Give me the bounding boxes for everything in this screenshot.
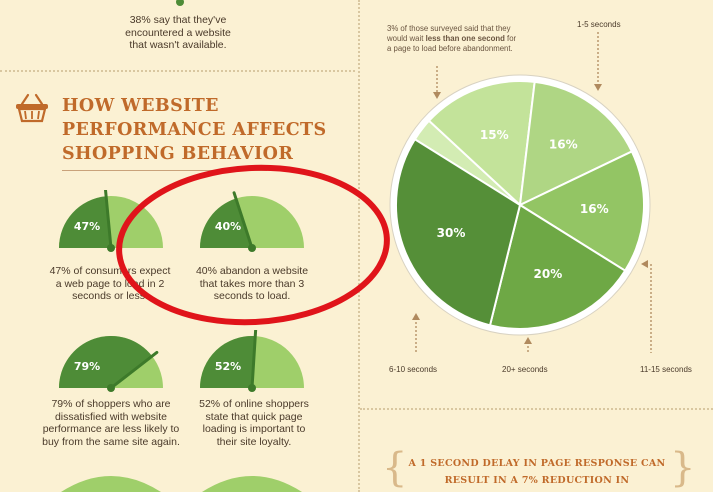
gauge-caption-47: 47% of consumers expect a web page to lo…	[49, 265, 171, 302]
shopping-basket-icon	[16, 93, 48, 123]
gauge-fill	[59, 335, 153, 388]
divider-top-left	[0, 70, 355, 72]
left-brace-icon: {	[382, 445, 408, 491]
heading-underline	[62, 170, 267, 171]
pie-label-1: 15%	[480, 128, 509, 142]
pie-slice-5	[395, 137, 522, 327]
gauge-percent-label: 52%	[215, 360, 241, 373]
gauge-52: 52%	[200, 330, 304, 392]
pie-slice-1	[427, 80, 536, 208]
gauge-partial-bottom-1	[61, 476, 161, 492]
section-heading: HOW WEBSITE PERFORMANCE AFFECTS SHOPPING…	[62, 94, 327, 166]
conversion-statement: A 1 SECOND DELAY IN PAGE RESPONSE CAN RE…	[402, 455, 672, 492]
survey-note-lead: 3% of those surveyed said that they woul…	[387, 24, 511, 43]
range-label-11-15: 11-15 seconds	[640, 365, 692, 374]
pie-chart: 15% 16% 16% 20% 30%	[389, 74, 651, 336]
gauge-caption-52: 52% of online shoppers state that quick …	[199, 398, 309, 448]
survey-note-tail: for a page to load before abandonment.	[387, 34, 517, 53]
pie-slice-3	[517, 150, 645, 273]
pie-label-5: 30%	[437, 226, 466, 240]
heading-line-1: HOW WEBSITE	[62, 96, 219, 116]
gauge-pivot	[107, 244, 115, 252]
gauge-needle	[232, 191, 254, 250]
gauge-79: 79%	[59, 335, 163, 392]
range-label-20plus: 20+ seconds	[502, 365, 548, 374]
right-brace-icon: }	[670, 445, 696, 491]
gauge-needle	[104, 190, 113, 250]
pie-label-4: 20%	[534, 267, 563, 281]
pie-slice-4	[488, 203, 627, 330]
survey-note-bold: less than one second	[425, 34, 505, 43]
gauge-caption-40: 40% abandon a website that takes more th…	[195, 265, 309, 302]
gauge-40: 40%	[200, 191, 304, 252]
pie-label-2: 16%	[549, 138, 578, 152]
range-label-1-5: 1-5 seconds	[577, 20, 621, 29]
conversion-line-2: RESULT IN A 7% REDUCTION IN CONVERSIONS.	[444, 475, 630, 486]
heading-line-2: PERFORMANCE AFFECTS	[62, 120, 327, 140]
conversion-line-1: A 1 SECOND DELAY IN PAGE RESPONSE CAN	[408, 458, 666, 469]
range-label-6-10: 6-10 seconds	[389, 365, 438, 374]
top-stat-text: 38% say that they've encountered a websi…	[125, 14, 231, 51]
highlight-circle	[116, 164, 390, 326]
gauge-partial-top	[176, 0, 184, 6]
gauge-pivot	[248, 384, 256, 392]
survey-note: 3% of those surveyed said that they woul…	[387, 24, 517, 54]
gauge-needle	[250, 330, 258, 390]
gauge-caption-79: 79% of shoppers who are dissatisfied wit…	[42, 398, 180, 448]
gauge-pivot	[248, 244, 256, 252]
gauge-pivot	[107, 384, 115, 392]
pie-slice-2	[518, 80, 634, 207]
gauge-percent-label: 79%	[74, 360, 100, 373]
divider-vertical	[358, 0, 360, 492]
heading-line-3: SHOPPING BEHAVIOR	[62, 144, 294, 164]
gauge-fill	[200, 335, 256, 388]
gauge-percent-label: 47%	[74, 220, 100, 233]
gauge-partial-bottom-2	[202, 476, 302, 492]
gauge-needle	[109, 350, 159, 390]
gauge-fill	[59, 196, 111, 248]
pie-label-3: 16%	[580, 202, 609, 216]
divider-right	[360, 408, 713, 410]
gauge-percent-label: 40%	[215, 220, 241, 233]
